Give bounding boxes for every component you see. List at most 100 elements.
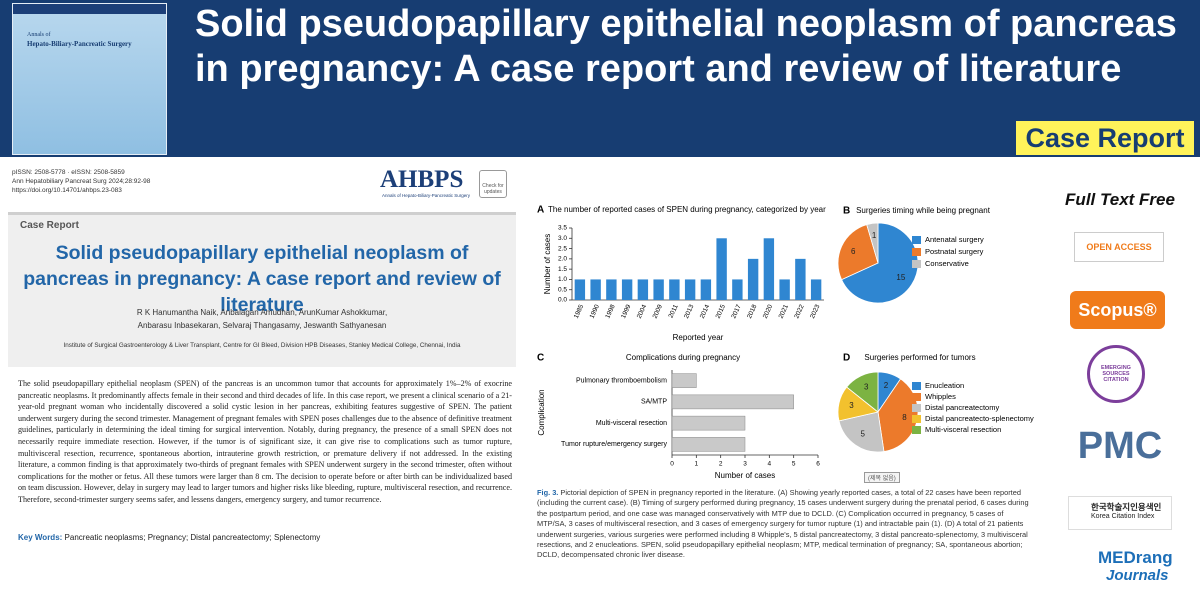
x-tick-label: 2014 bbox=[699, 303, 712, 319]
cover-journal: Annals of bbox=[27, 32, 51, 38]
legend-label: Postnatal surgery bbox=[925, 247, 984, 256]
bar bbox=[700, 279, 712, 300]
x-tick-label: 2022 bbox=[793, 303, 806, 319]
authors: R K Hanumantha Naik, Anbalagan Amudhan, … bbox=[14, 306, 510, 332]
article-type: Case Report bbox=[20, 220, 79, 231]
title-block bbox=[8, 212, 516, 367]
panel-letter: B bbox=[843, 206, 850, 217]
x-axis-label: Reported year bbox=[673, 333, 724, 342]
figure-caption: Fig. 3. Pictorial depiction of SPEN in p… bbox=[537, 488, 1032, 561]
legend-swatch bbox=[912, 382, 921, 390]
banner-title: Solid pseudopapillary epithelial neoplas… bbox=[195, 3, 1177, 90]
free-label: Full Text Free bbox=[1065, 190, 1175, 209]
bar bbox=[747, 258, 759, 300]
bar bbox=[669, 279, 680, 300]
x-tick-label: 2004 bbox=[636, 303, 649, 319]
x-axis-label: Number of cases bbox=[715, 471, 775, 480]
doi: https://doi.org/10.14701/ahbps.23-083 bbox=[12, 187, 122, 194]
keywords-label: Key Words: bbox=[18, 533, 63, 542]
slice-label: 1 bbox=[872, 231, 877, 240]
affiliation: Institute of Surgical Gastroenterology &… bbox=[63, 342, 461, 349]
legend-swatch bbox=[912, 260, 921, 268]
pmc-badge[interactable]: PMC bbox=[1077, 425, 1163, 467]
kci-english: Korea Citation Index bbox=[1091, 513, 1155, 520]
bar bbox=[606, 279, 617, 300]
citation: Ann Hepatobiliary Pancreat Surg 2024;28:… bbox=[12, 178, 151, 185]
legend-swatch bbox=[912, 393, 921, 401]
bar bbox=[671, 415, 746, 431]
author-line: Anbarasu Inbasekaran, Selvaraj Thangasam… bbox=[137, 321, 387, 330]
x-tick-label: 3 bbox=[743, 461, 747, 468]
x-tick-label: 6 bbox=[816, 461, 820, 468]
x-tick-label: 2 bbox=[719, 461, 723, 468]
y-tick-label: 3.0 bbox=[558, 235, 567, 242]
legend-label: Distal pancreatectomy bbox=[925, 403, 999, 412]
x-tick-label: 2013 bbox=[683, 303, 696, 319]
journal-logo-subtitle: Annals of Hepato-Biliary-Pancreatic Surg… bbox=[382, 193, 471, 198]
slice-label: 3 bbox=[849, 401, 854, 410]
bar bbox=[590, 279, 601, 300]
bar bbox=[763, 238, 775, 300]
bar bbox=[671, 437, 746, 452]
author-line: R K Hanumantha Naik, Anbalagan Amudhan, … bbox=[136, 308, 388, 317]
legend-swatch bbox=[912, 404, 921, 412]
slice-label: 2 bbox=[884, 381, 889, 390]
slice-label: 8 bbox=[902, 413, 907, 422]
x-tick-label: 1990 bbox=[589, 303, 602, 319]
x-tick-label: 1985 bbox=[573, 303, 586, 319]
slice-label: 15 bbox=[896, 273, 905, 282]
paper-title: Solid pseudopapillary epithelial neoplas… bbox=[23, 242, 501, 316]
legend-label: Distal pancreatecto-splenectomy bbox=[925, 414, 1034, 423]
panel-letter: D bbox=[843, 353, 850, 364]
y-tick-label: 2.0 bbox=[558, 256, 567, 263]
esci-badge[interactable]: EMERGING SOURCES CITATION bbox=[1087, 345, 1145, 403]
legend-label: Antenatal surgery bbox=[925, 235, 984, 244]
stamp: (제목 없음) bbox=[864, 472, 900, 483]
type-badge: Case Report bbox=[1016, 121, 1194, 155]
x-tick-label: 1999 bbox=[620, 303, 633, 319]
cover-band bbox=[13, 4, 166, 14]
x-tick-label: 2021 bbox=[778, 303, 791, 319]
legend-swatch bbox=[912, 426, 921, 434]
slice-label: 6 bbox=[851, 247, 856, 256]
bar bbox=[795, 258, 806, 300]
keywords: Key Words: Pancreatic neoplasms; Pregnan… bbox=[18, 533, 512, 542]
x-tick-label: 2017 bbox=[730, 303, 743, 319]
medrang-name: MEDrang bbox=[1098, 548, 1173, 567]
issn: pISSN: 2508-5778 · eISSN: 2508-5859 bbox=[12, 169, 125, 176]
legend-label: Conservative bbox=[925, 259, 969, 268]
kci-korean: 한국학술지인용색인 bbox=[1091, 502, 1162, 512]
x-tick-label: 2015 bbox=[715, 303, 728, 319]
pie-slice bbox=[838, 411, 885, 453]
panel-letter: C bbox=[537, 353, 544, 364]
bar bbox=[732, 279, 743, 300]
y-tick-label: Multi-visceral resection bbox=[596, 420, 667, 427]
pie-slice bbox=[866, 222, 879, 264]
check-updates[interactable]: Check for updates bbox=[479, 170, 507, 198]
y-tick-label: Tumor rupture/emergency surgery bbox=[561, 441, 667, 448]
y-tick-label: 2.5 bbox=[558, 245, 567, 252]
x-tick-label: 2009 bbox=[652, 303, 665, 319]
legend-label: Whipples bbox=[925, 392, 956, 401]
kci-badge[interactable]: 한국학술지인용색인 Korea Citation Index bbox=[1068, 496, 1172, 530]
scopus-badge[interactable]: Scopus® bbox=[1070, 291, 1165, 329]
bar bbox=[574, 279, 586, 300]
legend-swatch bbox=[912, 415, 921, 423]
paper-meta: pISSN: 2508-5778 · eISSN: 2508-5859 Ann … bbox=[12, 168, 150, 195]
journal-logo: AHBPS bbox=[380, 166, 464, 193]
bar bbox=[684, 279, 696, 300]
banner bbox=[0, 0, 1200, 157]
medrang-badge[interactable]: MEDrang Journals bbox=[1098, 549, 1173, 585]
bar bbox=[716, 238, 727, 300]
pie-slice bbox=[837, 224, 879, 281]
open-access-badge[interactable]: OPEN ACCESS bbox=[1074, 232, 1164, 262]
slice-label: 5 bbox=[860, 430, 865, 439]
y-axis-label: Complication bbox=[537, 389, 546, 435]
y-tick-label: Pulmonary thromboembolism bbox=[576, 377, 667, 384]
bar bbox=[779, 279, 790, 300]
y-tick-label: 0.0 bbox=[558, 297, 567, 304]
y-tick-label: 1.0 bbox=[558, 276, 567, 283]
